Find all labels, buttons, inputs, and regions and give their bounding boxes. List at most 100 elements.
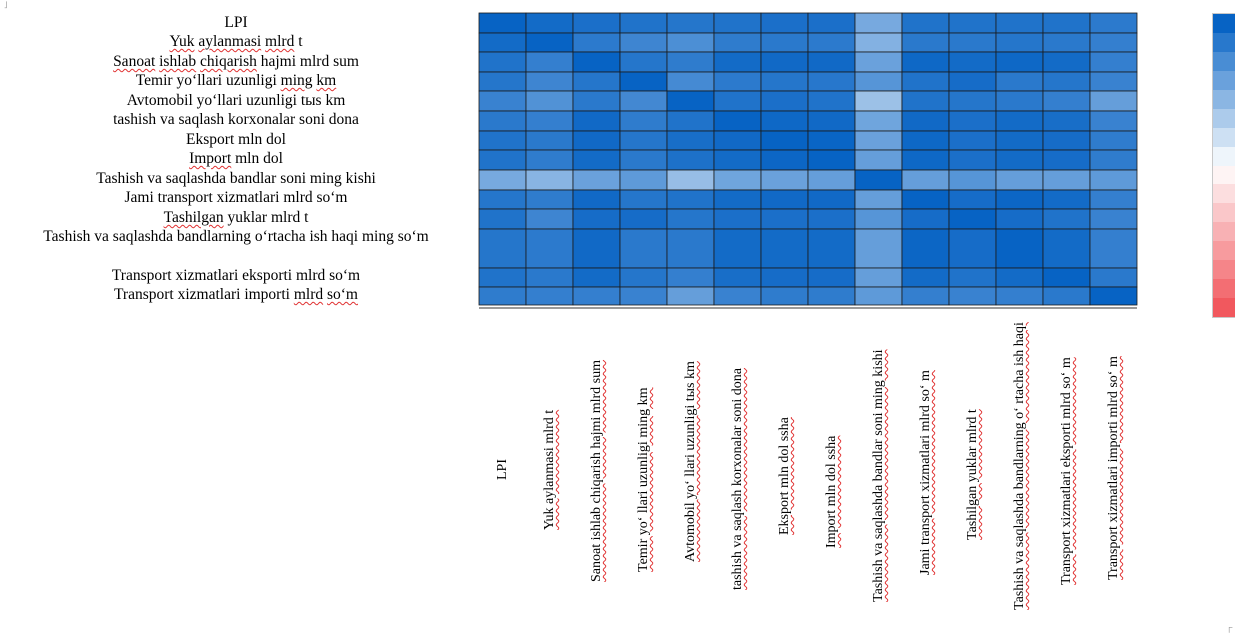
heatmap-cell (666, 208, 715, 230)
column-label: LPI (494, 459, 510, 480)
color-scale-step (1213, 89, 1235, 109)
color-scale-step (1213, 146, 1235, 166)
heatmap-cell (1089, 51, 1138, 73)
column-label: Yuk aylanmasi mlrd t (541, 409, 557, 530)
heatmap-cell (901, 51, 950, 73)
heatmap-cell (948, 12, 997, 34)
heatmap-cell (713, 286, 762, 306)
heatmap-cell (572, 12, 621, 34)
heatmap-cell (1042, 267, 1091, 288)
heatmap-cell (901, 286, 950, 306)
heatmap-cell (572, 51, 621, 73)
heatmap-cell (666, 12, 715, 34)
column-label: tashish va saqlash korxonalar soni dona (729, 367, 745, 590)
heatmap-cell (525, 208, 574, 230)
heatmap-cell (713, 90, 762, 112)
heatmap-cell (948, 228, 997, 269)
heatmap-cell (807, 169, 856, 191)
heatmap-cell (901, 130, 950, 151)
heatmap-cell (619, 228, 668, 269)
heatmap-cell (995, 51, 1044, 73)
heatmap-cell (666, 169, 715, 191)
row-label: Tashilgan yuklar mlrd t (163, 209, 309, 226)
heatmap-cell (572, 169, 621, 191)
heatmap-cell (619, 110, 668, 132)
heatmap-cell (713, 71, 762, 92)
column-label: Avtomobil yo‘ llari uzunligi tыs km (682, 361, 698, 562)
heatmap-cell (713, 51, 762, 73)
corner-mark-top-left: ˩ (4, 0, 8, 10)
column-label: Transport xizmatlari importi mlrd so‘ m (1105, 356, 1121, 580)
heatmap-cell (478, 12, 527, 34)
column-label: Import mln dol ssha (823, 435, 839, 548)
color-scale-step (1213, 32, 1235, 52)
heatmap-cell (760, 32, 809, 53)
heatmap-cell (948, 286, 997, 306)
heatmap-cell (619, 286, 668, 306)
heatmap-cell (478, 51, 527, 73)
heatmap-cell (619, 90, 668, 112)
heatmap-cell (995, 110, 1044, 132)
heatmap-cell (666, 149, 715, 171)
heatmap-cell (854, 32, 903, 53)
heatmap-cell (807, 51, 856, 73)
heatmap-cell (760, 286, 809, 306)
heatmap-cell (572, 71, 621, 92)
heatmap-cell (572, 130, 621, 151)
heatmap-cell (1042, 32, 1091, 53)
heatmap-cell (807, 12, 856, 34)
heatmap-cell (572, 32, 621, 53)
color-scale-step (1213, 51, 1235, 71)
color-scale-step (1213, 14, 1235, 33)
heatmap-cell (760, 51, 809, 73)
color-scale-step (1213, 241, 1235, 261)
color-scale-step (1213, 184, 1235, 204)
color-scale-step (1213, 127, 1235, 147)
heatmap-cell (666, 130, 715, 151)
heatmap-cell (619, 71, 668, 92)
heatmap-cell (760, 189, 809, 210)
heatmap-cell (1089, 228, 1138, 269)
heatmap-cell (478, 169, 527, 191)
heatmap-cell (1089, 110, 1138, 132)
heatmap-cell (572, 267, 621, 288)
heatmap-cell (1042, 110, 1091, 132)
heatmap-cell (995, 32, 1044, 53)
heatmap-cell (854, 51, 903, 73)
row-label: Tashish va saqlashda bandlarning o‘rtach… (43, 228, 429, 245)
row-label: Transport xizmatlari eksporti mlrd so‘m (111, 267, 361, 284)
heatmap-cell (901, 189, 950, 210)
heatmap-cell (995, 228, 1044, 269)
column-label: Tashish va saqlashda bandlar soni ming k… (870, 349, 886, 602)
heatmap-cell (478, 32, 527, 53)
column-label: Tashilgan yuklar mlrd t (964, 409, 980, 540)
heatmap-cell (525, 286, 574, 306)
heatmap-cell (478, 130, 527, 151)
heatmap-cell (1042, 130, 1091, 151)
heatmap-cell (713, 208, 762, 230)
heatmap-cell (525, 110, 574, 132)
heatmap-cell (901, 228, 950, 269)
heatmap-cell (1042, 208, 1091, 230)
heatmap-cell (666, 228, 715, 269)
heatmap-cell (713, 130, 762, 151)
heatmap-cell (525, 169, 574, 191)
heatmap-cell (713, 267, 762, 288)
column-label: Sanoat ishlab chiqarish hajmi mlrd sum (588, 359, 604, 582)
row-label: Import mln dol (189, 150, 283, 167)
heatmap-cell (1042, 12, 1091, 34)
heatmap-cell (1089, 12, 1138, 34)
heatmap-cell (760, 130, 809, 151)
heatmap-cell (619, 149, 668, 171)
heatmap-cell (760, 169, 809, 191)
row-label: Tashish va saqlashda bandlar soni ming k… (96, 170, 376, 187)
corner-mark-bottom-right: ┌ (1226, 622, 1233, 632)
heatmap-cell (948, 208, 997, 230)
heatmap-cell (572, 149, 621, 171)
color-scale-step (1213, 165, 1235, 185)
heatmap-cell (807, 267, 856, 288)
heatmap-cell (478, 267, 527, 288)
heatmap-cell (854, 267, 903, 288)
heatmap-cell (995, 267, 1044, 288)
heatmap-cell (807, 149, 856, 171)
